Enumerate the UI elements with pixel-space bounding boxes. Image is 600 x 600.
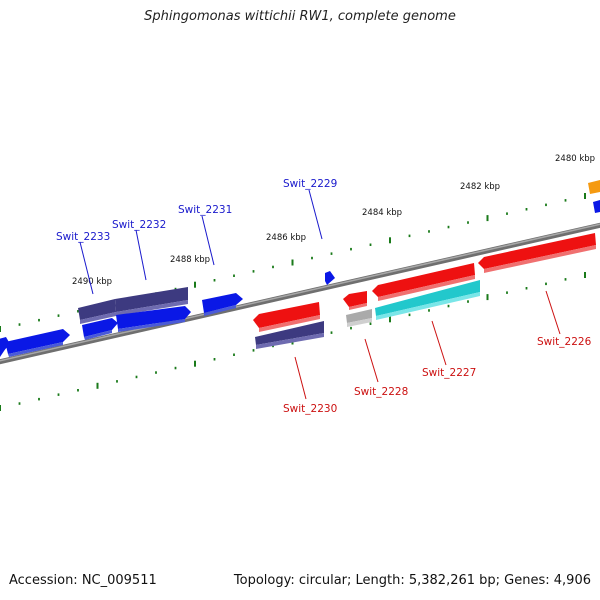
gene-orange-right-edge[interactable]	[588, 180, 600, 194]
kbp-label-2486: 2486 kbp	[266, 233, 306, 243]
label-swit-2233[interactable]: Swit_2233	[56, 231, 110, 243]
gene-swit-2226[interactable]	[478, 233, 596, 273]
kbp-label-2490: 2490 kbp	[72, 277, 112, 287]
footer-accession: Accession: NC_009511	[9, 573, 157, 588]
kbp-label-2482: 2482 kbp	[460, 182, 500, 192]
forward-gene-labels: Swit_2229 Swit_2231 Swit_2232 Swit_2233	[56, 178, 337, 295]
gene-forward-3[interactable]	[116, 306, 191, 332]
label-swit-2231[interactable]: Swit_2231	[178, 204, 232, 216]
label-swit-2230[interactable]: Swit_2230	[283, 403, 337, 415]
label-swit-2227[interactable]: Swit_2227	[422, 367, 476, 379]
gene-forward-right-edge[interactable]	[593, 200, 600, 213]
gene-swit-2227-cyan[interactable]	[375, 280, 480, 320]
label-swit-2226[interactable]: Swit_2226	[537, 336, 592, 348]
label-swit-2232[interactable]: Swit_2232	[112, 219, 166, 231]
kbp-label-2480: 2480 kbp	[555, 154, 595, 164]
kbp-label-2484: 2484 kbp	[362, 208, 402, 218]
genome-backbone	[0, 222, 600, 365]
gene-swit-2228[interactable]	[343, 291, 367, 310]
gene-swit-2227[interactable]	[372, 263, 475, 301]
gene-swit-2232-dark[interactable]	[115, 287, 188, 316]
kbp-labels: 2480 kbp 2482 kbp 2484 kbp 2486 kbp 2488…	[72, 154, 595, 287]
gene-swit-2230[interactable]	[253, 302, 320, 332]
gene-swit-2229[interactable]	[325, 271, 335, 285]
reverse-gene-labels: Swit_2226 Swit_2227 Swit_2228 Swit_2230	[283, 290, 592, 415]
label-swit-2229[interactable]: Swit_2229	[283, 178, 337, 190]
gene-forward-2[interactable]	[82, 318, 118, 340]
footer-topology: Topology: circular; Length: 5,382,261 bp…	[233, 573, 591, 588]
gene-swit-2233-dark[interactable]	[78, 299, 116, 324]
map-title: Sphingomonas wittichii RW1, complete gen…	[144, 9, 456, 24]
label-swit-2228[interactable]: Swit_2228	[354, 386, 408, 398]
gene-swit-2228-pseudo[interactable]	[346, 309, 372, 327]
kbp-label-2488: 2488 kbp	[170, 255, 210, 265]
gene-swit-2231[interactable]	[202, 293, 243, 316]
gene-forward-1[interactable]	[5, 329, 70, 357]
gene-swit-2230-dark[interactable]	[255, 321, 324, 349]
forward-tick-track	[0, 193, 586, 332]
